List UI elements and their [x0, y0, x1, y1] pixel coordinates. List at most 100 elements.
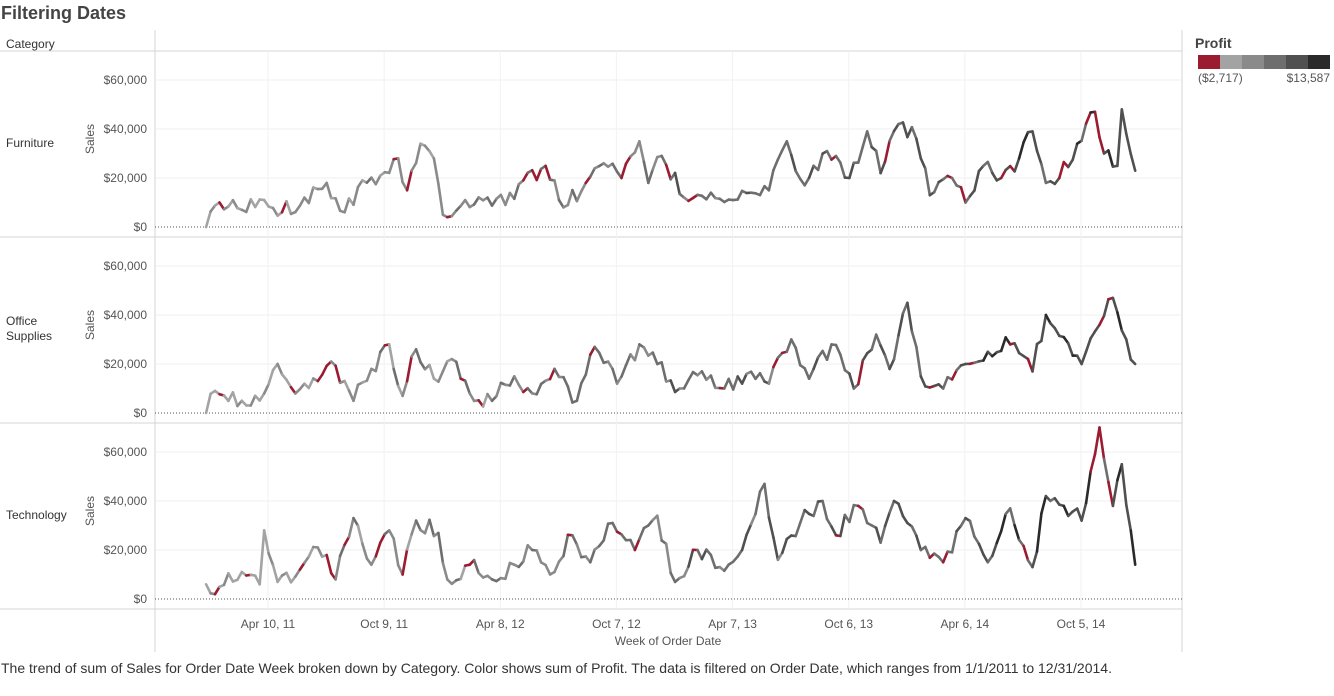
series-segment-technology[interactable]: [700, 548, 708, 561]
series-segment-technology[interactable]: [915, 534, 923, 552]
series-segment-technology[interactable]: [1022, 544, 1030, 562]
series-segment-office-supplies[interactable]: [374, 350, 382, 373]
series-segment-furniture[interactable]: [352, 185, 360, 207]
series-segment-office-supplies[interactable]: [897, 311, 905, 337]
series-segment-office-supplies[interactable]: [624, 353, 632, 367]
series-segment-technology[interactable]: [977, 542, 985, 556]
series-segment-office-supplies[interactable]: [1084, 337, 1092, 353]
series-segment-office-supplies[interactable]: [740, 372, 748, 385]
series-segment-office-supplies[interactable]: [481, 392, 489, 408]
series-segment-furniture[interactable]: [624, 155, 632, 165]
series-segment-furniture[interactable]: [218, 201, 226, 211]
series-segment-office-supplies[interactable]: [789, 338, 798, 350]
series-segment-office-supplies[interactable]: [1053, 326, 1061, 338]
series-segment-furniture[interactable]: [1058, 160, 1066, 180]
series-segment-furniture[interactable]: [789, 153, 798, 173]
series-segment-technology[interactable]: [968, 519, 976, 538]
series-segment-technology[interactable]: [794, 521, 802, 538]
series-segment-furniture[interactable]: [1098, 136, 1106, 155]
series-segment-office-supplies[interactable]: [874, 333, 882, 347]
series-segment-office-supplies[interactable]: [687, 370, 695, 382]
series-segment-office-supplies[interactable]: [785, 338, 793, 354]
series-segment-technology[interactable]: [861, 508, 869, 525]
series-segment-technology[interactable]: [1111, 478, 1119, 508]
series-segment-office-supplies[interactable]: [285, 378, 293, 389]
series-segment-office-supplies[interactable]: [700, 370, 708, 382]
series-segment-office-supplies[interactable]: [419, 360, 427, 371]
series-segment-office-supplies[interactable]: [365, 367, 373, 383]
series-segment-technology[interactable]: [879, 524, 887, 544]
series-segment-technology[interactable]: [655, 514, 664, 542]
series-segment-technology[interactable]: [267, 552, 275, 567]
series-segment-technology[interactable]: [571, 533, 579, 546]
series-segment-furniture[interactable]: [1093, 110, 1101, 139]
series-segment-furniture[interactable]: [432, 157, 440, 186]
series-segment-office-supplies[interactable]: [767, 365, 775, 385]
series-segment-technology[interactable]: [387, 529, 396, 540]
series-segment-office-supplies[interactable]: [883, 354, 891, 371]
series-segment-technology[interactable]: [1129, 529, 1137, 567]
series-segment-technology[interactable]: [405, 532, 413, 551]
series-segment-technology[interactable]: [780, 537, 789, 555]
series-segment-technology[interactable]: [1053, 496, 1061, 506]
series-segment-technology[interactable]: [575, 543, 583, 559]
series-segment-furniture[interactable]: [910, 125, 918, 141]
series-segment-technology[interactable]: [767, 516, 775, 539]
series-segment-furniture[interactable]: [776, 148, 784, 161]
series-segment-office-supplies[interactable]: [1093, 323, 1101, 333]
series-segment-technology[interactable]: [588, 548, 597, 564]
series-segment-furniture[interactable]: [1120, 108, 1128, 136]
series-segment-technology[interactable]: [294, 568, 302, 578]
series-segment-furniture[interactable]: [414, 142, 422, 165]
series-segment-furniture[interactable]: [280, 200, 288, 214]
series-segment-furniture[interactable]: [861, 130, 869, 148]
series-segment-furniture[interactable]: [1031, 130, 1039, 153]
series-segment-office-supplies[interactable]: [535, 382, 543, 396]
series-segment-furniture[interactable]: [1080, 122, 1088, 142]
series-segment-furniture[interactable]: [1040, 162, 1048, 185]
series-segment-furniture[interactable]: [325, 181, 333, 200]
series-segment-technology[interactable]: [352, 516, 360, 528]
series-segment-furniture[interactable]: [231, 198, 239, 210]
series-segment-office-supplies[interactable]: [566, 385, 574, 404]
series-segment-technology[interactable]: [798, 508, 807, 525]
series-segment-technology[interactable]: [307, 545, 315, 558]
series-segment-office-supplies[interactable]: [597, 351, 606, 365]
series-segment-furniture[interactable]: [343, 197, 351, 214]
series-segment-furniture[interactable]: [1017, 141, 1025, 160]
series-segment-office-supplies[interactable]: [606, 360, 614, 371]
series-segment-office-supplies[interactable]: [999, 336, 1008, 353]
series-segment-furniture[interactable]: [1084, 111, 1092, 125]
series-segment-furniture[interactable]: [865, 130, 874, 149]
series-segment-furniture[interactable]: [544, 164, 552, 181]
series-segment-technology[interactable]: [262, 529, 270, 555]
series-segment-office-supplies[interactable]: [486, 392, 494, 403]
series-segment-furniture[interactable]: [271, 206, 279, 217]
series-segment-furniture[interactable]: [553, 179, 561, 202]
series-segment-furniture[interactable]: [374, 174, 382, 186]
series-segment-technology[interactable]: [1035, 512, 1043, 553]
series-segment-office-supplies[interactable]: [1129, 358, 1137, 366]
series-segment-furniture[interactable]: [557, 198, 565, 209]
series-segment-furniture[interactable]: [575, 190, 583, 203]
series-segment-technology[interactable]: [772, 535, 780, 562]
series-segment-office-supplies[interactable]: [276, 362, 284, 376]
series-segment-office-supplies[interactable]: [807, 367, 815, 381]
series-segment-furniture[interactable]: [834, 154, 842, 164]
series-segment-technology[interactable]: [1040, 494, 1048, 515]
series-segment-furniture[interactable]: [856, 145, 865, 164]
series-segment-furniture[interactable]: [1116, 108, 1124, 168]
series-segment-technology[interactable]: [392, 537, 400, 567]
series-segment-furniture[interactable]: [486, 196, 494, 207]
series-segment-technology[interactable]: [629, 538, 637, 552]
series-segment-furniture[interactable]: [307, 186, 315, 205]
series-segment-office-supplies[interactable]: [825, 343, 833, 362]
series-segment-furniture[interactable]: [298, 196, 306, 207]
series-segment-office-supplies[interactable]: [1102, 297, 1110, 318]
series-segment-office-supplies[interactable]: [906, 301, 914, 333]
series-segment-furniture[interactable]: [767, 168, 775, 192]
series-segment-office-supplies[interactable]: [468, 392, 476, 403]
series-segment-office-supplies[interactable]: [660, 361, 668, 383]
series-segment-technology[interactable]: [1098, 426, 1106, 461]
series-segment-office-supplies[interactable]: [267, 368, 275, 386]
